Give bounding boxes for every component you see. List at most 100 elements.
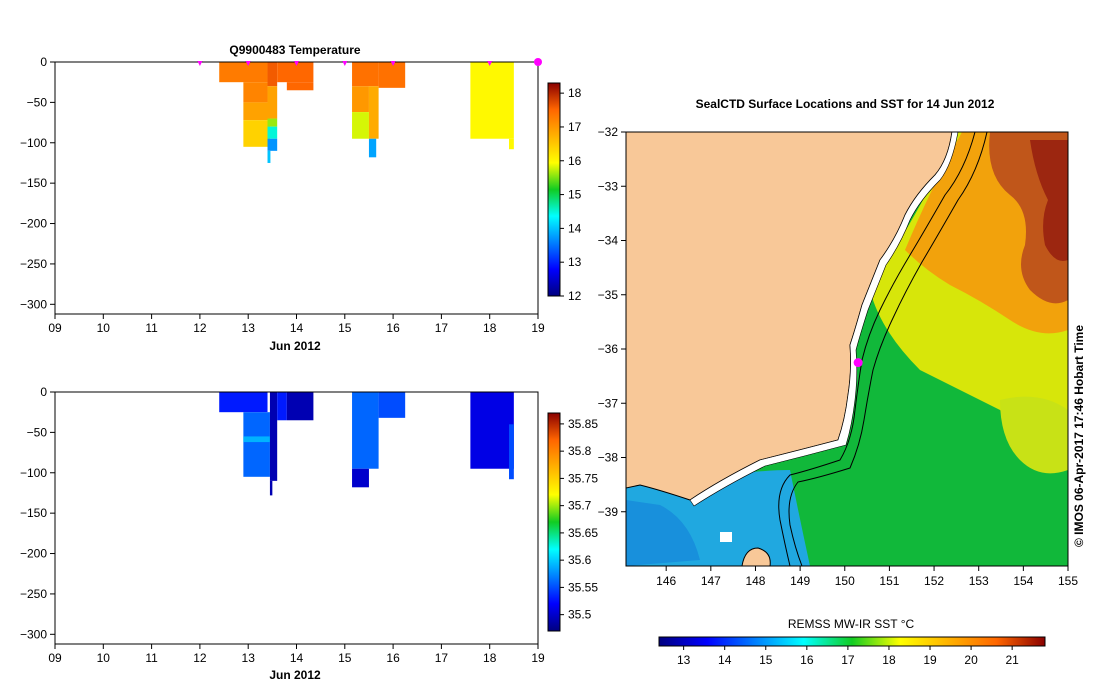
sst-colorbar-tick-label: 16 xyxy=(800,653,814,667)
profile-cell xyxy=(368,138,377,158)
no-data-patch xyxy=(720,532,732,542)
colorbar-tick-label: 35.55 xyxy=(568,580,598,594)
profile-marker xyxy=(390,61,396,66)
x-tick-label: 13 xyxy=(242,651,256,665)
sst-colorbar-tick-label: 20 xyxy=(964,653,978,667)
x-tick-label: 17 xyxy=(435,321,449,335)
x-tick-label: 15 xyxy=(338,651,352,665)
y-tick-label: −150 xyxy=(20,506,47,520)
lon-tick-label: 153 xyxy=(969,574,989,588)
colorbar-tick-label: 35.7 xyxy=(568,499,592,513)
colorbar-tick-label: 14 xyxy=(568,221,582,235)
lon-tick-label: 149 xyxy=(790,574,810,588)
lon-tick-label: 155 xyxy=(1058,574,1078,588)
colorbar-tick-label: 35.65 xyxy=(568,526,598,540)
profile-marker xyxy=(342,61,348,66)
x-tick-label: 14 xyxy=(290,651,304,665)
y-tick-label: 0 xyxy=(40,385,47,399)
y-tick-label: −300 xyxy=(20,627,47,641)
lon-tick-label: 151 xyxy=(879,574,899,588)
temperature-y-axis: 0 −50 −100 −150 −200 −250 −300 xyxy=(20,55,55,311)
profile-cell xyxy=(368,86,379,139)
y-tick-label: −200 xyxy=(20,547,47,561)
x-tick-label: 19 xyxy=(531,651,545,665)
x-tick-label: 16 xyxy=(386,651,400,665)
salinity-x-label: Jun 2012 xyxy=(269,668,321,682)
salinity-colorbar xyxy=(547,412,561,632)
sst-colorbar-tick-label: 21 xyxy=(1005,653,1019,667)
lat-tick-label: −34 xyxy=(598,234,619,248)
x-tick-label: 09 xyxy=(48,321,62,335)
profile-cell xyxy=(243,436,270,443)
y-tick-label: −100 xyxy=(20,136,47,150)
temperature-title: Q9900483 Temperature xyxy=(229,43,361,57)
x-tick-label: 14 xyxy=(290,321,304,335)
profile-cell xyxy=(219,62,268,83)
salinity-panel: 0 −50 −100 −150 −200 −250 −300 09 10 11 12 13 14 15 1… xyxy=(20,385,598,682)
current-profile-marker xyxy=(534,58,542,66)
map-colorbar-ticks: 13 14 15 16 17 18 19 20 21 xyxy=(677,646,1019,667)
y-tick-label: −300 xyxy=(20,297,47,311)
profile-cell xyxy=(509,138,514,150)
sst-colorbar-tick-label: 15 xyxy=(759,653,773,667)
profile-cell xyxy=(243,120,270,147)
sst-map-panel: SealCTD Surface Locations and SST for 14… xyxy=(598,97,1086,667)
sst-colorbar-tick-label: 14 xyxy=(718,653,732,667)
x-tick-label: 12 xyxy=(193,651,207,665)
profile-marker xyxy=(294,61,299,66)
map-title: SealCTD Surface Locations and SST for 14… xyxy=(696,97,995,111)
profile-marker xyxy=(245,61,251,66)
profile-cell xyxy=(352,392,379,469)
colorbar-tick-label: 16 xyxy=(568,154,582,168)
sst-colorbar-tick-label: 17 xyxy=(841,653,855,667)
y-tick-label: −50 xyxy=(27,425,48,439)
x-tick-label: 11 xyxy=(145,651,158,665)
y-tick-label: −100 xyxy=(20,466,47,480)
lon-tick-label: 146 xyxy=(656,574,676,588)
x-tick-label: 12 xyxy=(193,321,207,335)
profile-cell xyxy=(277,392,287,421)
lat-tick-label: −37 xyxy=(598,396,619,410)
profile-cell xyxy=(286,82,314,91)
temperature-blocks xyxy=(219,62,514,163)
x-tick-label: 10 xyxy=(97,651,111,665)
profile-cell xyxy=(378,62,406,88)
profile-marker xyxy=(487,61,493,66)
lat-tick-label: −38 xyxy=(598,451,619,465)
lon-tick-label: 154 xyxy=(1013,574,1033,588)
island xyxy=(741,547,771,566)
profile-markers xyxy=(197,58,542,66)
profile-cell xyxy=(269,480,273,496)
temperature-x-label: Jun 2012 xyxy=(269,339,321,353)
map-longitude-axis: 146 147 148 149 150 151 152 153 154 155 xyxy=(656,566,1078,588)
lon-tick-label: 152 xyxy=(924,574,944,588)
sst-coolest-water xyxy=(626,500,700,566)
lat-tick-label: −36 xyxy=(598,342,619,356)
profile-cell xyxy=(378,392,406,418)
x-tick-label: 16 xyxy=(386,321,400,335)
salinity-plot-frame xyxy=(54,391,539,645)
x-tick-label: 17 xyxy=(435,651,449,665)
colorbar-tick-label: 35.6 xyxy=(568,553,592,567)
y-tick-label: −50 xyxy=(27,95,48,109)
y-tick-label: −200 xyxy=(20,217,47,231)
colorbar-tick-label: 13 xyxy=(568,255,582,269)
profile-cell xyxy=(269,392,278,481)
salinity-colorbar-ticks: 35.5 35.55 35.6 35.65 35.7 35.75 35.8 35.85 xyxy=(560,417,598,622)
lon-tick-label: 150 xyxy=(835,574,855,588)
sst-colorbar-tick-label: 19 xyxy=(923,653,937,667)
colorbar-tick-label: 17 xyxy=(568,120,582,134)
profile-cell xyxy=(509,424,514,480)
x-tick-label: 11 xyxy=(145,321,158,335)
salinity-blocks xyxy=(219,392,514,496)
temperature-panel: Q9900483 Temperature 0 −50 −100 −150 −200 −25… xyxy=(20,43,582,353)
y-tick-label: −150 xyxy=(20,176,47,190)
profile-cell xyxy=(267,150,271,163)
seal-location-marker xyxy=(853,358,863,368)
bathymetry-contour-shelf xyxy=(778,132,976,566)
sst-colorbar-tick-label: 13 xyxy=(677,653,691,667)
lon-tick-label: 148 xyxy=(745,574,765,588)
profile-cell xyxy=(267,118,278,127)
x-tick-label: 13 xyxy=(242,321,256,335)
profile-cell xyxy=(352,468,369,488)
